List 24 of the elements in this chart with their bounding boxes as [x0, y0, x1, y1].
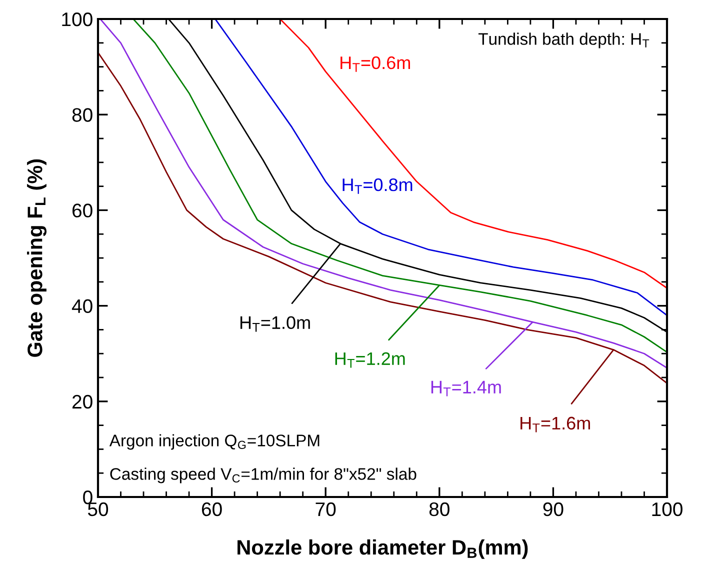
- x-tick-label: 100: [652, 502, 682, 516]
- x-tick-label: 60: [202, 502, 222, 516]
- annotation: Casting speed V$_{C}$=1m/min for 8"x52" slab: [110, 468, 416, 484]
- text: H$_{T}$=1.2m: [335, 352, 405, 368]
- x-tick-label: 70: [316, 502, 336, 516]
- text: H$_{T}$=1.4m: [431, 380, 501, 396]
- annotation: Argon injection Q$_{G}$=10SLPM: [109, 434, 320, 450]
- x-tick-label: 50: [88, 502, 108, 516]
- series-label: H$_{T}$=0.8m: [342, 178, 412, 194]
- x-axis-title: Nozzle bore diameter D$_{B}$(mm): [238, 539, 528, 559]
- y-tick-label: 80: [72, 108, 92, 122]
- y-axis-title: Gate opening F$_{L}$ (%): [27, 159, 47, 357]
- x-tick-label: 80: [429, 502, 450, 516]
- annotation: Tundish bath depth: H$_{T}$: [478, 32, 650, 48]
- y-tick-label: 60: [72, 204, 92, 218]
- x-tick-label: 90: [543, 502, 564, 516]
- y-tick-label: 100: [62, 12, 92, 26]
- text: H$_{T}$=1.6m: [520, 416, 590, 432]
- y-tick-label: 40: [72, 299, 92, 314]
- y-tick-label: 0: [83, 490, 92, 504]
- y-tick-label: 20: [72, 394, 92, 409]
- series-label: H$_{T}$=0.6m: [340, 56, 410, 72]
- text: H$_{T}$=1.0m: [240, 316, 310, 332]
- line-series: [279, 19, 667, 289]
